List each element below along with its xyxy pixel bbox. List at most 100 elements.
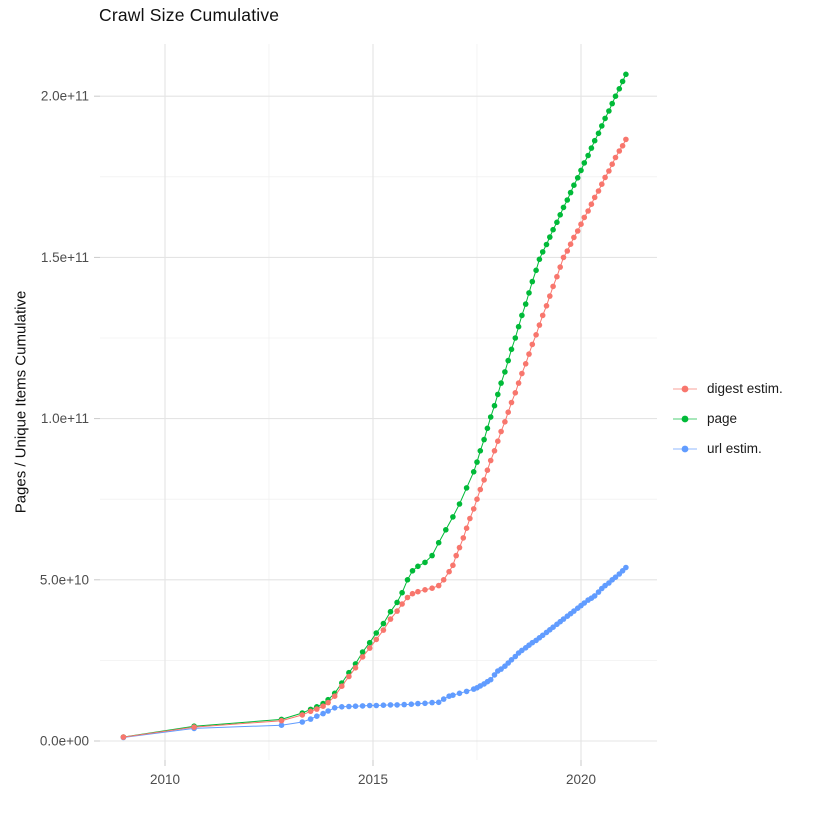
data-point [512, 653, 519, 660]
data-point [366, 645, 373, 651]
data-point [331, 693, 338, 699]
data-point [463, 525, 470, 531]
data-point [443, 527, 449, 533]
data-point [550, 226, 556, 233]
data-point [366, 639, 373, 646]
data-point [522, 361, 529, 367]
data-point [536, 256, 543, 263]
data-point [435, 539, 442, 546]
data-point [320, 710, 326, 717]
data-point [359, 649, 366, 655]
data-point [450, 692, 456, 698]
data-point [612, 574, 619, 580]
series-points-digest-estim- [120, 136, 629, 740]
data-point [519, 312, 525, 319]
data-point [450, 514, 456, 520]
data-point [456, 501, 463, 507]
data-point [484, 425, 491, 432]
data-point [394, 608, 400, 614]
data-point [404, 594, 411, 601]
data-point [440, 577, 447, 583]
data-point [325, 708, 331, 714]
legend-item-digest-estim: digest estim. [672, 378, 783, 399]
data-point [481, 436, 487, 443]
data-point [415, 700, 421, 707]
data-point [487, 414, 494, 420]
data-point [519, 370, 525, 377]
data-point [380, 702, 387, 708]
data-point [578, 167, 584, 174]
x-tick-label: 2020 [566, 772, 596, 787]
data-point [554, 273, 560, 280]
data-point [619, 78, 626, 85]
data-point [550, 624, 556, 630]
legend-item-page: page [672, 408, 783, 429]
data-point [307, 716, 314, 722]
data-point [560, 204, 567, 211]
data-point [380, 620, 387, 627]
data-point [477, 448, 484, 454]
data-point [616, 148, 623, 154]
data-point [543, 303, 550, 309]
data-point [429, 552, 435, 559]
data-point [320, 703, 326, 709]
data-point [352, 665, 359, 671]
data-point [539, 312, 546, 319]
data-point [550, 283, 556, 290]
data-point [359, 703, 366, 709]
data-point [278, 717, 285, 724]
data-point [557, 212, 563, 218]
data-point [299, 712, 306, 718]
data-point [325, 699, 331, 706]
data-point [409, 590, 416, 597]
data-point [339, 683, 345, 689]
data-point [339, 704, 345, 710]
y-tick-label: 5.0e+10 [40, 572, 89, 587]
data-point [278, 722, 285, 728]
data-point [352, 703, 359, 709]
data-point [422, 700, 428, 707]
data-point [508, 657, 515, 663]
data-point [564, 197, 571, 203]
data-point [578, 221, 584, 227]
data-point [571, 234, 577, 241]
data-point [463, 688, 470, 695]
data-point [567, 189, 574, 196]
data-point [619, 143, 626, 149]
data-point [404, 577, 411, 583]
data-point [422, 559, 428, 566]
data-point [581, 600, 588, 606]
data-point [508, 399, 515, 406]
data-point [591, 194, 598, 201]
x-tick-label: 2010 [150, 772, 180, 787]
data-point [495, 438, 501, 445]
data-point [595, 130, 602, 137]
data-point [373, 630, 380, 636]
data-point [120, 734, 127, 740]
data-point [536, 322, 543, 328]
data-point [609, 100, 615, 107]
data-point [539, 249, 546, 255]
data-point [547, 234, 553, 240]
data-point [470, 469, 477, 475]
data-point [299, 719, 306, 725]
data-point [487, 676, 494, 683]
data-point [543, 241, 550, 248]
data-point [474, 459, 480, 465]
data-point [512, 390, 519, 396]
data-point [571, 182, 577, 188]
series-points-url-estim- [120, 564, 629, 741]
data-point [366, 702, 373, 709]
data-point [585, 208, 591, 214]
data-point [346, 673, 352, 680]
data-point [591, 593, 598, 599]
data-point [387, 616, 394, 622]
data-point [415, 588, 421, 595]
data-point [595, 589, 602, 595]
data-point [602, 115, 608, 122]
data-point [606, 168, 612, 174]
data-point [533, 267, 539, 274]
data-point [557, 264, 563, 270]
data-point [491, 402, 498, 409]
